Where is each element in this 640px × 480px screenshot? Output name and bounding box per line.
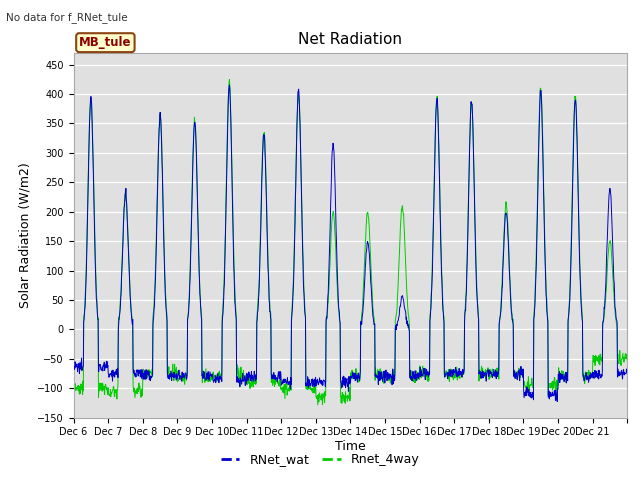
Y-axis label: Solar Radiation (W/m2): Solar Radiation (W/m2) — [19, 162, 32, 308]
Text: No data for f_RNet_tule: No data for f_RNet_tule — [6, 12, 128, 23]
Title: Net Radiation: Net Radiation — [298, 33, 403, 48]
X-axis label: Time: Time — [335, 440, 366, 453]
Legend: RNet_wat, Rnet_4way: RNet_wat, Rnet_4way — [216, 448, 424, 471]
Text: MB_tule: MB_tule — [79, 36, 132, 49]
